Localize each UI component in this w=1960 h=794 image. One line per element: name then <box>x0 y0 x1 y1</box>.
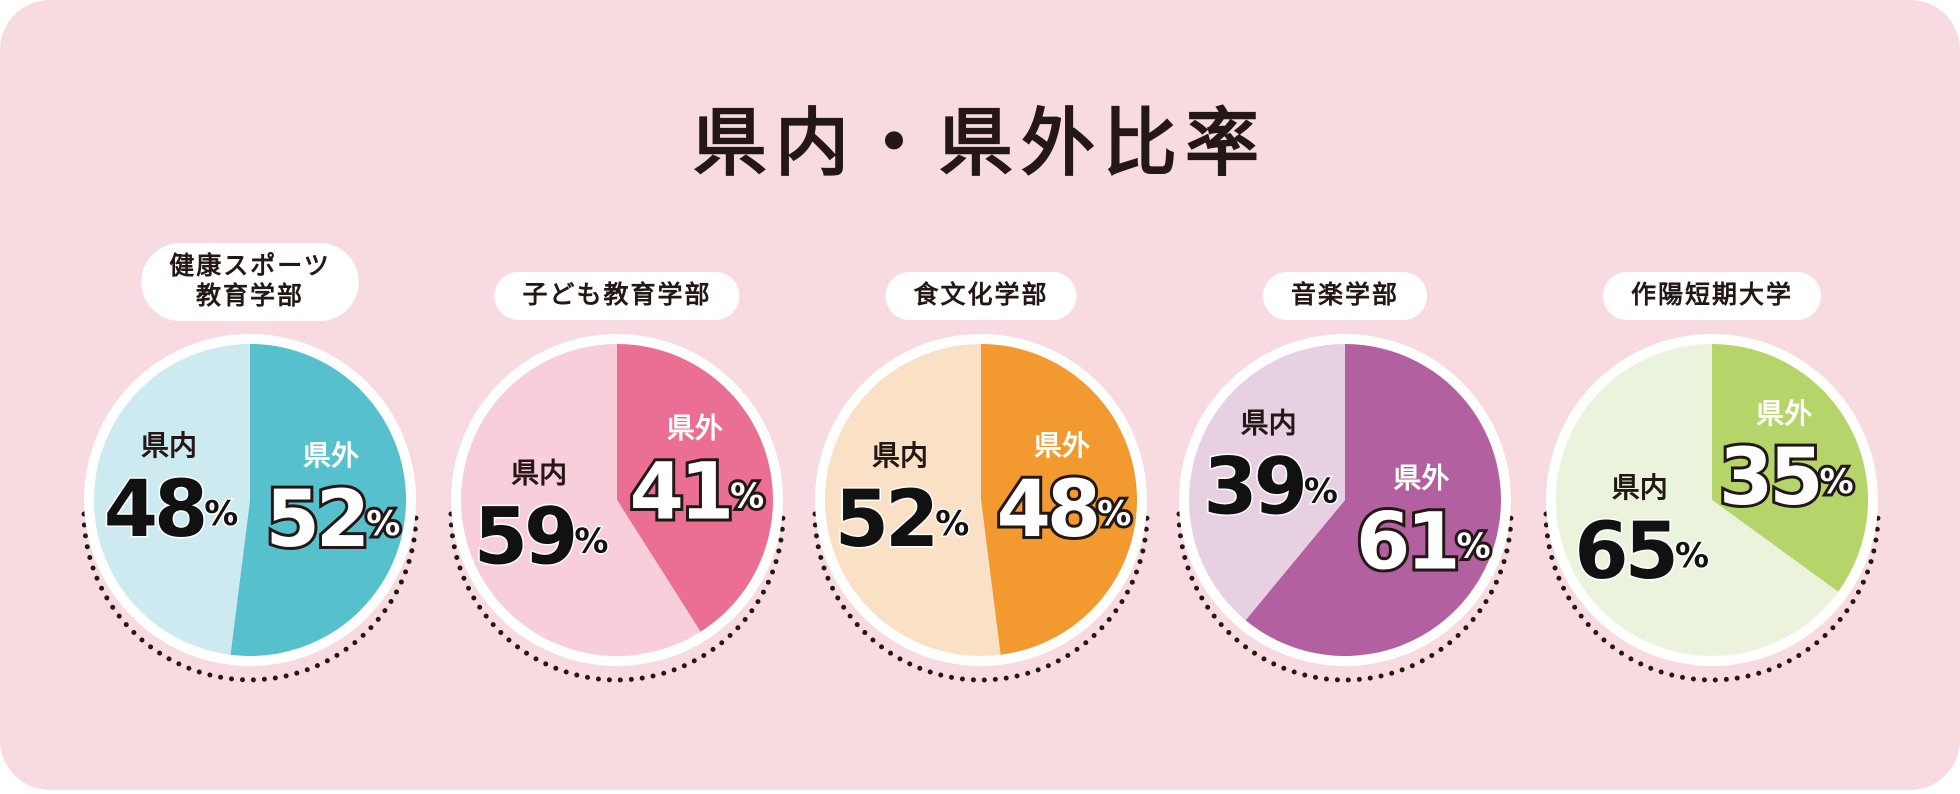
value-label: 41% <box>630 448 764 538</box>
pie-title: 作陽短期大学 <box>1631 280 1793 309</box>
value-label: 65% <box>1574 507 1708 597</box>
value-label: 59% <box>474 493 608 583</box>
category-label: 県内 <box>141 429 197 462</box>
pie-title: 音楽学部 <box>1291 280 1399 309</box>
category-label: 県内 <box>1612 471 1668 504</box>
pill <box>1262 272 1428 320</box>
pie-slice <box>617 344 774 632</box>
category-label: 県外 <box>303 439 359 472</box>
value-label: 52% <box>266 476 400 566</box>
category-label: 県外 <box>1756 397 1812 430</box>
pie-slice <box>1712 344 1868 592</box>
main-title: 県内・県外比率 <box>693 101 1267 187</box>
pie-shadow <box>1543 511 1881 683</box>
pie-slice <box>1556 344 1839 656</box>
category-label: 県内 <box>511 457 567 490</box>
value-label: 48% <box>104 465 238 555</box>
pie-title: 食文化学部 <box>913 280 1048 309</box>
category-label: 県内 <box>1241 407 1297 440</box>
pie-slice <box>1189 344 1345 621</box>
pie-slice <box>93 344 250 655</box>
value-label: 52% <box>835 476 969 566</box>
pie-slice <box>461 344 701 656</box>
pie-slice <box>825 344 1001 656</box>
pie-shadow <box>812 511 1150 683</box>
pie-slice <box>1245 344 1502 657</box>
pie-title: 子ども教育学部 <box>522 280 711 309</box>
pie-shadow <box>1176 511 1514 683</box>
category-label: 県外 <box>667 411 723 444</box>
pie-slice <box>981 344 1138 655</box>
pie-shadow <box>81 511 419 683</box>
pie-title: 健康スポーツ <box>169 251 331 280</box>
category-label: 県外 <box>1034 429 1090 462</box>
category-label: 県内 <box>872 439 928 472</box>
pie-slice <box>230 344 406 656</box>
pill <box>141 243 359 321</box>
pill <box>885 272 1077 320</box>
value-label: 61% <box>1356 498 1490 588</box>
pie-title: 教育学部 <box>196 281 304 310</box>
category-label: 県外 <box>1393 461 1449 494</box>
pill <box>494 272 740 320</box>
pill <box>1602 272 1822 320</box>
pie-shadow <box>448 511 786 683</box>
